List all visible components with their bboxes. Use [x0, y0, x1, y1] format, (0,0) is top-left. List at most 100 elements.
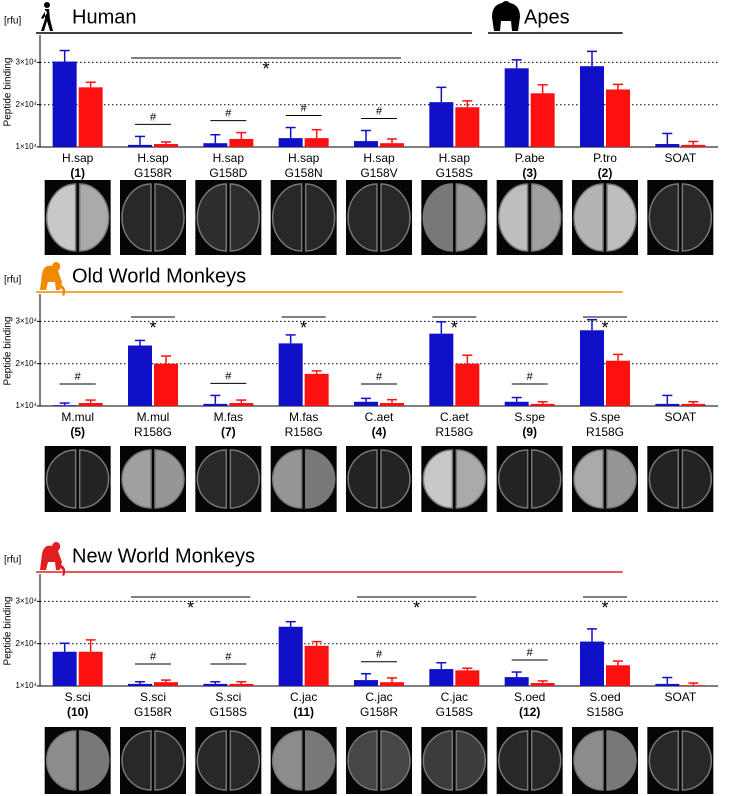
bar [580, 330, 604, 406]
image-half [229, 449, 261, 509]
significance-mark: # [301, 102, 308, 114]
y-tick-label: 1×10⁴ [16, 142, 38, 151]
error-bar [135, 339, 145, 346]
significance-mark: # [376, 105, 383, 117]
icon-body [40, 262, 66, 296]
image-half [45, 449, 77, 509]
x-tick-label: C.aet [440, 410, 469, 424]
x-tick-sublabel: (9) [522, 425, 537, 439]
significance-mark: # [225, 651, 232, 663]
image-half [121, 730, 152, 791]
bar [203, 403, 228, 406]
error-bar [688, 682, 699, 686]
bar [606, 665, 630, 686]
error-bar [59, 402, 70, 406]
error-bar [511, 59, 522, 69]
image-half [648, 449, 680, 509]
x-tick-sublabel: (11) [293, 705, 314, 719]
error-bar [361, 672, 371, 681]
y-axis-label: Peptide binding [3, 317, 14, 386]
image-half [606, 449, 637, 509]
error-bar [688, 401, 699, 404]
image-half [681, 449, 713, 509]
bar [504, 677, 529, 686]
image-half [422, 730, 454, 791]
y-axis-label: Peptide binding [3, 597, 14, 666]
bar [429, 669, 454, 686]
error-bar [135, 681, 145, 684]
y-tick-label: 3×10⁴ [16, 596, 38, 605]
y-tick-label: 3×10⁴ [16, 316, 38, 325]
bar [580, 66, 604, 147]
error-bar [361, 397, 371, 402]
significance-mark: # [75, 371, 82, 383]
bar [530, 683, 555, 686]
error-bar [311, 128, 322, 139]
x-tick-label: S.sci [65, 690, 91, 704]
group-title: New World Monkeys [72, 545, 255, 567]
bar [203, 143, 228, 147]
image-half [455, 183, 487, 252]
bar [455, 107, 480, 147]
x-tick-label: C.aet [365, 410, 394, 424]
x-tick-label: S.sci [215, 690, 241, 704]
bar [78, 403, 103, 406]
error-bar [662, 676, 673, 684]
x-tick-label: C.jac [365, 690, 392, 704]
significance-mark: # [527, 647, 534, 659]
x-tick-sublabel: R158G [134, 425, 172, 439]
image-half [530, 730, 562, 791]
error-bar [436, 321, 447, 334]
error-bar [662, 132, 673, 145]
x-tick-sublabel: (2) [598, 166, 613, 180]
image-half [681, 183, 713, 252]
x-tick-sublabel: (12) [519, 705, 540, 719]
error-bar [462, 100, 473, 108]
error-bar [161, 141, 171, 145]
error-bar [285, 620, 296, 627]
error-bar [436, 86, 447, 103]
image-half [304, 449, 336, 509]
image-half [497, 449, 529, 509]
bar [504, 401, 529, 406]
error-bar [537, 680, 548, 684]
bar [304, 373, 329, 406]
bar [278, 138, 303, 147]
x-tick-label: SOAT [664, 410, 696, 424]
error-bar [587, 318, 597, 331]
image-half [78, 730, 110, 791]
error-bar [285, 334, 296, 344]
bar [52, 61, 77, 147]
error-bar [613, 660, 623, 666]
image-half [380, 449, 411, 509]
bar [681, 144, 706, 147]
error-bar [59, 642, 70, 652]
error-bar [285, 126, 296, 139]
error-bar [537, 401, 548, 404]
x-tick-label: S.spe [590, 410, 621, 424]
significance-mark: # [150, 111, 157, 123]
bar [128, 345, 152, 406]
chart-panel: Human Apes [rfu] Peptide binding 1×10⁴ 2×10⁴ 3… [3, 6, 718, 255]
bar [154, 363, 178, 406]
x-tick-sublabel: G158S [436, 166, 473, 180]
x-tick-sublabel: G158D [209, 166, 247, 180]
x-tick-label: M.fas [214, 410, 243, 424]
image-half [154, 449, 185, 509]
x-tick-label: S.oed [514, 690, 545, 704]
y-tick-label: 2×10⁴ [16, 359, 38, 368]
bar [78, 651, 103, 686]
image-half [573, 449, 604, 509]
bar [304, 138, 329, 147]
image-half [271, 183, 303, 252]
bar [203, 683, 228, 686]
image-half [271, 730, 303, 791]
x-tick-label: M.fas [289, 410, 318, 424]
error-bar [210, 394, 221, 404]
error-bar [436, 661, 447, 670]
bar [154, 682, 178, 686]
bar [580, 641, 604, 686]
significance-mark: # [376, 371, 383, 383]
error-bar [236, 399, 247, 404]
bar [380, 682, 404, 686]
